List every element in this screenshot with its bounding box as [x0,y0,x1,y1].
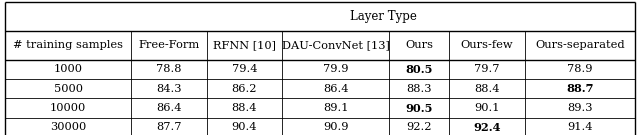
Text: 92.2: 92.2 [406,122,432,132]
Text: 91.4: 91.4 [567,122,593,132]
Text: 5000: 5000 [54,84,83,94]
Text: Ours-separated: Ours-separated [535,40,625,50]
Text: 90.9: 90.9 [323,122,349,132]
Text: 92.4: 92.4 [473,122,500,133]
Text: 89.3: 89.3 [567,103,593,113]
Text: Ours-few: Ours-few [461,40,513,50]
Text: 80.5: 80.5 [406,64,433,75]
Text: 90.1: 90.1 [474,103,500,113]
Text: 30000: 30000 [50,122,86,132]
Text: 79.4: 79.4 [232,64,257,74]
Text: 86.4: 86.4 [323,84,349,94]
Text: 90.5: 90.5 [406,103,433,114]
Text: 90.4: 90.4 [232,122,257,132]
Text: 10000: 10000 [50,103,86,113]
Text: 78.8: 78.8 [156,64,182,74]
Text: 88.4: 88.4 [474,84,500,94]
Text: 79.9: 79.9 [323,64,349,74]
Text: 88.7: 88.7 [566,83,593,94]
Text: 86.2: 86.2 [232,84,257,94]
Text: 79.7: 79.7 [474,64,500,74]
Text: 86.4: 86.4 [156,103,182,113]
Text: DAU-ConvNet [13]: DAU-ConvNet [13] [282,40,390,50]
Text: # training samples: # training samples [13,40,123,50]
Text: 87.7: 87.7 [156,122,182,132]
Text: 78.9: 78.9 [567,64,593,74]
Text: 88.4: 88.4 [232,103,257,113]
Text: 88.3: 88.3 [406,84,432,94]
Text: 84.3: 84.3 [156,84,182,94]
Text: Ours: Ours [405,40,433,50]
Text: RFNN [10]: RFNN [10] [213,40,276,50]
Text: Layer Type: Layer Type [349,10,417,23]
Text: 89.1: 89.1 [323,103,349,113]
Text: Free-Form: Free-Form [138,40,200,50]
Text: 1000: 1000 [54,64,83,74]
